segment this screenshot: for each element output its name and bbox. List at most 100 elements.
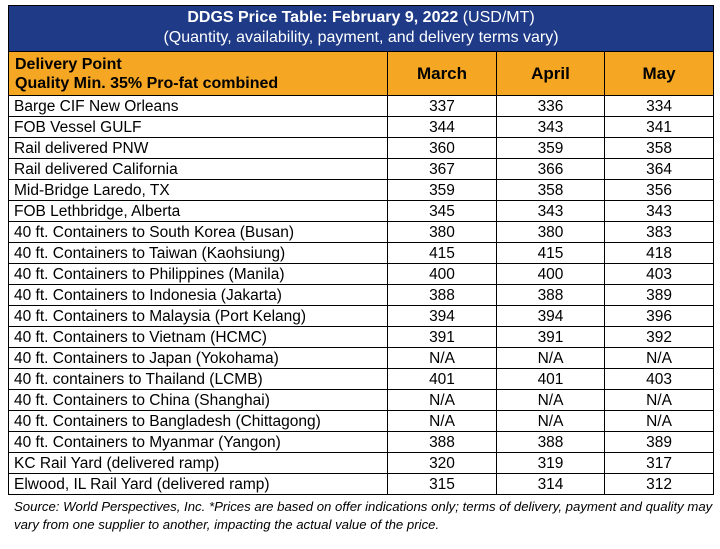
price-may: 392 <box>603 326 715 348</box>
price-april: 391 <box>496 326 605 348</box>
price-april: 314 <box>496 473 605 495</box>
table-row: 40 ft. Containers to Bangladesh (Chittag… <box>8 410 715 432</box>
table-row: Mid-Bridge Laredo, TX 359 358 356 <box>8 179 715 201</box>
price-march: 315 <box>387 473 497 495</box>
price-april: 400 <box>496 263 605 285</box>
price-march: 345 <box>387 200 497 222</box>
price-march: 344 <box>387 116 497 138</box>
delivery-point: 40 ft. Containers to Malaysia (Port Kela… <box>8 305 388 327</box>
price-april: 319 <box>496 452 605 474</box>
price-march: 388 <box>387 284 497 306</box>
delivery-point: 40 ft. Containers to Vietnam (HCMC) <box>8 326 388 348</box>
price-march: 320 <box>387 452 497 474</box>
header-row: Delivery Point Quality Min. 35% Pro-fat … <box>8 51 715 96</box>
source-footnote: Source: World Perspectives, Inc. *Prices… <box>14 499 713 532</box>
price-april: 415 <box>496 242 605 264</box>
delivery-point: 40 ft. Containers to China (Shanghai) <box>8 389 388 411</box>
price-april: N/A <box>496 410 605 432</box>
table-row: KC Rail Yard (delivered ramp) 320 319 317 <box>8 452 715 474</box>
delivery-point-header: Delivery Point Quality Min. 35% Pro-fat … <box>8 51 388 96</box>
delivery-point: 40 ft. Containers to Taiwan (Kaohsiung) <box>8 242 388 264</box>
price-may: 364 <box>603 158 715 180</box>
delivery-point: Rail delivered PNW <box>8 137 388 159</box>
price-may: N/A <box>603 347 715 369</box>
price-april: 388 <box>496 431 605 453</box>
delivery-point: FOB Vessel GULF <box>8 116 388 138</box>
price-may: 389 <box>603 431 715 453</box>
price-may: 356 <box>603 179 715 201</box>
price-april: 359 <box>496 137 605 159</box>
delivery-point: 40 ft. Containers to Japan (Yokohama) <box>8 347 388 369</box>
price-march: N/A <box>387 389 497 411</box>
price-may: N/A <box>603 410 715 432</box>
table-row: FOB Lethbridge, Alberta 345 343 343 <box>8 200 715 222</box>
title-subtitle: (Quantity, availability, payment, and de… <box>163 29 559 46</box>
price-march: 337 <box>387 95 497 117</box>
table-row: 40 ft. Containers to Taiwan (Kaohsiung) 4… <box>8 242 715 264</box>
delivery-point: Elwood, IL Rail Yard (delivered ramp) <box>8 473 388 495</box>
table-body: Barge CIF New Orleans 337 336 334 FOB Vesse… <box>8 95 715 495</box>
price-april: 343 <box>496 200 605 222</box>
delivery-point: FOB Lethbridge, Alberta <box>8 200 388 222</box>
table-row: 40 ft. Containers to Vietnam (HCMC) 391 39… <box>8 326 715 348</box>
price-may: 312 <box>603 473 715 495</box>
price-may: 343 <box>603 200 715 222</box>
price-may: 403 <box>603 368 715 390</box>
delivery-point: 40 ft. containers to Thailand (LCMB) <box>8 368 388 390</box>
price-march: 359 <box>387 179 497 201</box>
table-row: 40 ft. Containers to South Korea (Busan)… <box>8 221 715 243</box>
header-line1: Delivery Point <box>15 55 122 73</box>
table-title: DDGS Price Table: February 9, 2022 (USD/… <box>7 5 715 52</box>
ddgs-price-table: DDGS Price Table: February 9, 2022 (USD/… <box>7 5 715 495</box>
month-header-april: April <box>496 51 605 96</box>
price-march: N/A <box>387 410 497 432</box>
table-row: 40 ft. Containers to Philippines (Manila… <box>8 263 715 285</box>
month-header-may: May <box>603 51 715 96</box>
table-row: 40 ft. Containers to Malaysia (Port Kela… <box>8 305 715 327</box>
price-april: 401 <box>496 368 605 390</box>
price-march: 360 <box>387 137 497 159</box>
delivery-point: 40 ft. Containers to Indonesia (Jakarta) <box>8 284 388 306</box>
title-row: DDGS Price Table: February 9, 2022 (USD/… <box>7 5 715 52</box>
price-april: 358 <box>496 179 605 201</box>
price-may: 341 <box>603 116 715 138</box>
price-march: 380 <box>387 221 497 243</box>
price-april: 336 <box>496 95 605 117</box>
price-april: 388 <box>496 284 605 306</box>
delivery-point: Mid-Bridge Laredo, TX <box>8 179 388 201</box>
table-row: FOB Vessel GULF 344 343 341 <box>8 116 715 138</box>
price-may: 389 <box>603 284 715 306</box>
table-row: 40 ft. Containers to Indonesia (Jakarta)… <box>8 284 715 306</box>
delivery-point: 40 ft. Containers to Philippines (Manila… <box>8 263 388 285</box>
price-may: 403 <box>603 263 715 285</box>
delivery-point: Barge CIF New Orleans <box>8 95 388 117</box>
delivery-point: Rail delivered California <box>8 158 388 180</box>
delivery-point: KC Rail Yard (delivered ramp) <box>8 452 388 474</box>
delivery-point: 40 ft. Containers to South Korea (Busan) <box>8 221 388 243</box>
table-row: 40 ft. Containers to Myanmar (Yangon) 388… <box>8 431 715 453</box>
delivery-point: 40 ft. Containers to Bangladesh (Chittag… <box>8 410 388 432</box>
price-may: 396 <box>603 305 715 327</box>
price-march: 400 <box>387 263 497 285</box>
price-april: N/A <box>496 347 605 369</box>
price-april: 343 <box>496 116 605 138</box>
price-may: 317 <box>603 452 715 474</box>
price-march: 367 <box>387 158 497 180</box>
price-may: 334 <box>603 95 715 117</box>
table-row: 40 ft. Containers to China (Shanghai) N/A… <box>8 389 715 411</box>
price-march: 391 <box>387 326 497 348</box>
price-may: 418 <box>603 242 715 264</box>
title-main: DDGS Price Table: February 9, 2022 <box>187 9 459 26</box>
price-april: 394 <box>496 305 605 327</box>
price-march: 388 <box>387 431 497 453</box>
table-row: Elwood, IL Rail Yard (delivered ramp) 315… <box>8 473 715 495</box>
price-april: 380 <box>496 221 605 243</box>
table-row: 40 ft. containers to Thailand (LCMB) 401 4… <box>8 368 715 390</box>
price-march: N/A <box>387 347 497 369</box>
price-april: 366 <box>496 158 605 180</box>
title-unit: (USD/MT) <box>462 9 535 26</box>
price-may: 383 <box>603 221 715 243</box>
price-april: N/A <box>496 389 605 411</box>
table-row: 40 ft. Containers to Japan (Yokohama) N/A… <box>8 347 715 369</box>
header-line2: Quality Min. 35% Pro-fat combined <box>15 74 279 92</box>
